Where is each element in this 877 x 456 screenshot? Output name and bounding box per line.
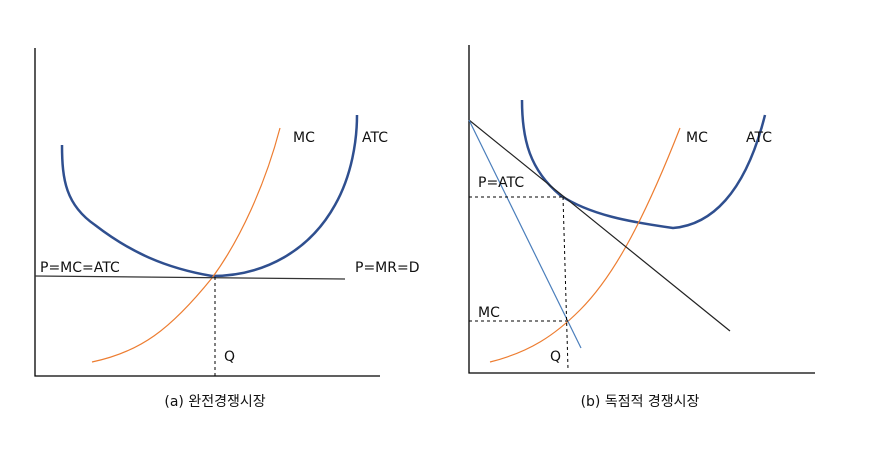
quantity-dash xyxy=(562,196,569,370)
atc-label: ATC xyxy=(362,130,388,146)
atc-curve xyxy=(60,114,359,278)
caption: (b) 독점적 경쟁시장 xyxy=(581,394,700,410)
quantity-label: Q xyxy=(224,349,235,365)
demand-label: P=MR=D xyxy=(355,260,420,276)
demand-line xyxy=(468,119,731,332)
atc-curve xyxy=(520,99,767,230)
quantity-label: Q xyxy=(550,349,561,365)
mc-level-label: MC xyxy=(478,305,500,321)
caption: (a) 완전경쟁시장 xyxy=(164,394,265,410)
panel-a: MC ATC P=MC=ATC P=MR=D Q (a) 완전경쟁시장 xyxy=(34,48,420,410)
panel-b: MC ATC P=ATC MC Q (b) 독점적 경쟁시장 xyxy=(468,45,815,410)
demand-line xyxy=(34,275,346,280)
axes xyxy=(468,45,815,374)
atc-label: ATC xyxy=(746,130,772,146)
price-label: P=ATC xyxy=(478,175,524,191)
mc-label: MC xyxy=(686,130,708,146)
mr-line xyxy=(468,119,582,349)
mc-curve xyxy=(489,127,681,363)
price-label: P=MC=ATC xyxy=(40,260,120,276)
mc-label: MC xyxy=(293,130,315,146)
axes xyxy=(34,48,380,377)
